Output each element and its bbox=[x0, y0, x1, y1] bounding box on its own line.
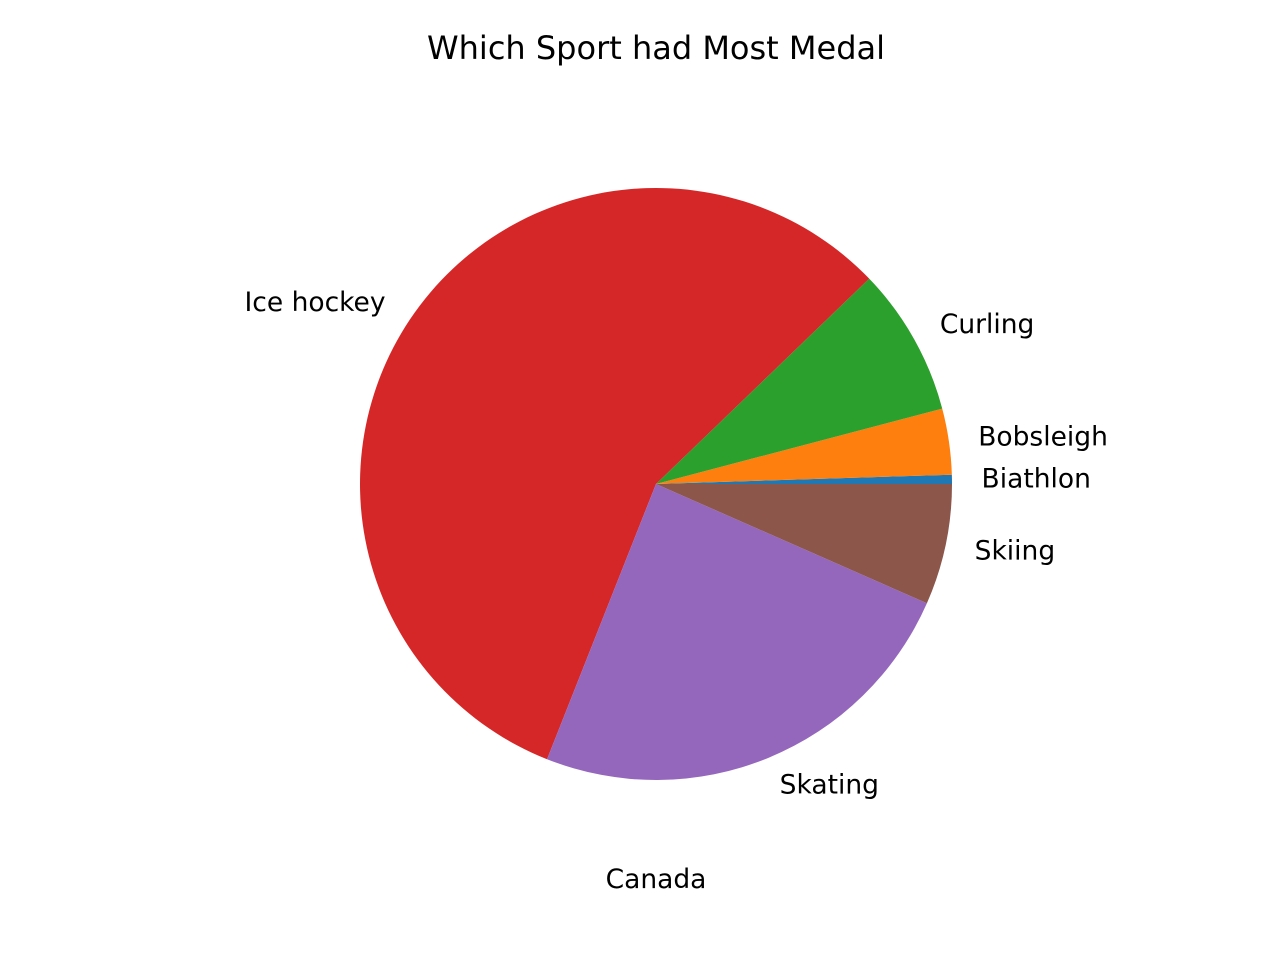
pie-labels: Biathlon Bobsleigh Curling Ice hockey Skatin… bbox=[244, 287, 1107, 801]
pie-slice-curling bbox=[656, 278, 943, 484]
pie-slice-bobsleigh bbox=[656, 408, 952, 484]
pie-label-skiing: Skiing bbox=[975, 536, 1056, 567]
pie-label-bobsleigh: Bobsleigh bbox=[978, 422, 1108, 453]
pie-slice-ice-hockey bbox=[360, 188, 870, 760]
pie-label-biathlon: Biathlon bbox=[982, 463, 1091, 494]
pie-slice-skiing bbox=[656, 484, 952, 604]
pie-label-curling: Curling bbox=[940, 309, 1035, 340]
pie-slice-skating bbox=[547, 484, 927, 780]
pie-slice-biathlon bbox=[656, 474, 952, 484]
pie-slices bbox=[360, 188, 952, 780]
chart-title: Which Sport had Most Medal bbox=[427, 29, 885, 67]
x-axis-label: Canada bbox=[606, 864, 707, 895]
pie-label-ice-hockey: Ice hockey bbox=[244, 287, 385, 318]
pie-label-skating: Skating bbox=[780, 770, 879, 801]
